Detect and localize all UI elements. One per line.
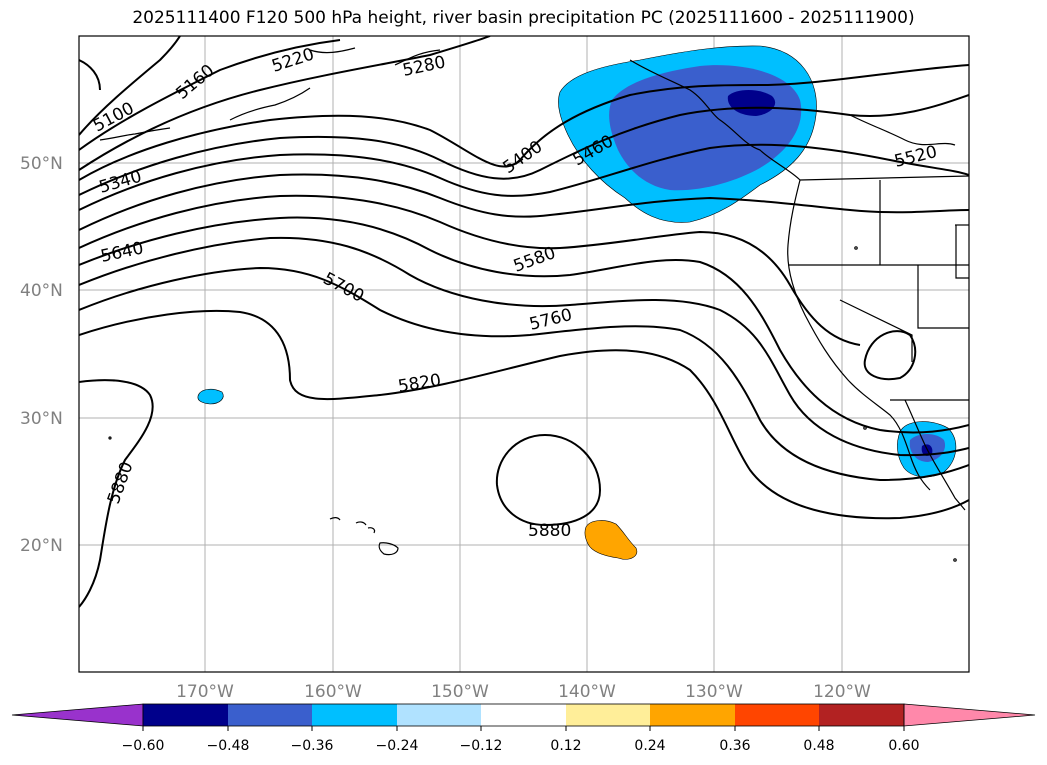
colorbar-tick-label: 0.60 bbox=[888, 738, 919, 754]
colorbar-swatch bbox=[650, 704, 735, 726]
colorbar-swatch bbox=[819, 704, 904, 726]
colorbar-extend-max bbox=[903, 703, 1036, 727]
islands bbox=[108, 246, 957, 562]
lon-label-140w: 140°W bbox=[558, 682, 616, 702]
colorbar-swatch bbox=[397, 704, 481, 726]
colorbar-swatch bbox=[735, 704, 819, 726]
height-contours bbox=[79, 36, 969, 608]
colorbar: −0.60 −0.48 −0.36 −0.24 −0.12 0.12 0.24 … bbox=[11, 703, 1036, 754]
colorbar-swatch bbox=[228, 704, 312, 726]
colorbar-tick-label: 0.48 bbox=[803, 738, 834, 754]
colorbar-swatch bbox=[481, 704, 566, 726]
map-title: 2025111400 F120 500 hPa height, river ba… bbox=[132, 8, 915, 28]
lon-label-170w: 170°W bbox=[176, 682, 234, 702]
gridlines bbox=[79, 36, 969, 672]
colorbar-tick-label: 0.24 bbox=[634, 738, 665, 754]
colorbar-tick-label: −0.24 bbox=[376, 738, 419, 754]
lon-label-130w: 130°W bbox=[685, 682, 743, 702]
precip-anomaly-small bbox=[197, 388, 224, 405]
colorbar-tick-label: −0.48 bbox=[207, 738, 250, 754]
lat-label-40n: 40°N bbox=[20, 281, 63, 301]
lon-label-160w: 160°W bbox=[304, 682, 362, 702]
colorbar-swatch bbox=[143, 704, 228, 726]
lat-label-20n: 20°N bbox=[20, 536, 63, 556]
contour-label: 5880 bbox=[528, 521, 571, 541]
lat-label-30n: 30°N bbox=[20, 409, 63, 429]
colorbar-swatch bbox=[566, 704, 650, 726]
coastlines bbox=[99, 47, 969, 511]
colorbar-extend-min bbox=[11, 703, 144, 727]
plot-frame bbox=[78, 35, 970, 673]
lon-label-120w: 120°W bbox=[813, 682, 871, 702]
lon-label-150w: 150°W bbox=[431, 682, 489, 702]
colorbar-swatch bbox=[312, 704, 397, 726]
colorbar-tick-label: −0.36 bbox=[291, 738, 334, 754]
precip-anomaly-northwest bbox=[558, 45, 817, 223]
plot-area bbox=[79, 36, 969, 672]
colorbar-tick-label: 0.36 bbox=[719, 738, 750, 754]
colorbar-tick-label: −0.12 bbox=[460, 738, 503, 754]
colorbar-tick-label: 0.12 bbox=[550, 738, 581, 754]
lat-label-50n: 50°N bbox=[20, 154, 63, 174]
colorbar-tick-label: −0.60 bbox=[122, 738, 165, 754]
precip-anomaly-positive bbox=[584, 520, 638, 560]
